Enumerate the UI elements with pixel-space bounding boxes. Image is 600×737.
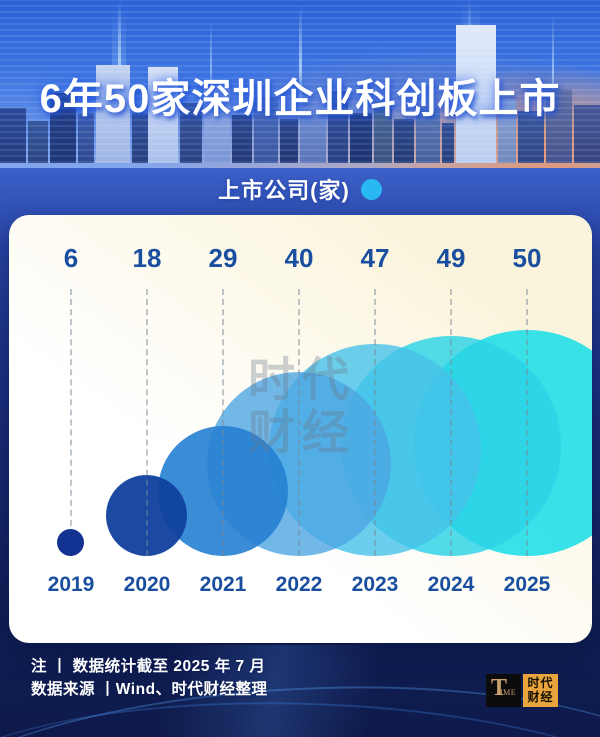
value-label: 50: [512, 243, 542, 273]
logo-letters-ime: IME: [500, 688, 517, 697]
note-line2: 数据来源 丨Wind、时代财经整理: [31, 681, 268, 698]
year-label: 2025: [503, 573, 551, 596]
logo-name-top: 时代: [527, 676, 554, 691]
legend-dot-icon: [360, 178, 382, 200]
value-label: 40: [284, 243, 314, 273]
footer-notes: 注 丨 数据统计截至 2025 年 7 月 数据来源 丨Wind、时代财经整理: [31, 655, 268, 701]
time-finance-logo: T IME 时代 财经: [486, 674, 558, 707]
logo-time-mark: T IME: [486, 674, 521, 707]
leader-line: [450, 289, 452, 556]
value-label: 49: [436, 243, 466, 273]
value-label: 6: [63, 243, 79, 273]
year-label: 2022: [275, 573, 323, 596]
year-label: 2021: [199, 573, 247, 596]
leader-line: [526, 289, 528, 556]
logo-name-block: 时代 财经: [523, 674, 558, 707]
year-label: 2019: [47, 573, 95, 596]
year-label: 2023: [351, 573, 399, 596]
logo-name-bottom: 财经: [527, 689, 554, 704]
leader-line: [374, 289, 376, 556]
legend-label: 上市公司(家): [218, 178, 350, 203]
legend: 上市公司(家): [0, 173, 600, 205]
leader-line: [298, 289, 300, 556]
value-label: 29: [208, 243, 238, 273]
logo-letter-t: T: [491, 675, 508, 701]
bubble-2020: [106, 475, 187, 556]
leader-line: [146, 289, 148, 556]
year-label: 2020: [123, 573, 171, 596]
leader-line: [70, 289, 72, 556]
leader-line: [222, 289, 224, 556]
note-line1: 注 丨 数据统计截至 2025 年 7 月: [31, 658, 266, 675]
value-label: 18: [132, 243, 162, 273]
value-label: 47: [360, 243, 390, 273]
page-title: 6年50家深圳企业科创板上市: [39, 77, 561, 121]
bubble-2019: [57, 529, 84, 556]
year-label: 2024: [427, 573, 475, 596]
chart-card: 6 18 29 40 47 49 50 时代 财经 2019 2020 2021…: [9, 215, 592, 643]
city-skyline: [0, 0, 600, 163]
